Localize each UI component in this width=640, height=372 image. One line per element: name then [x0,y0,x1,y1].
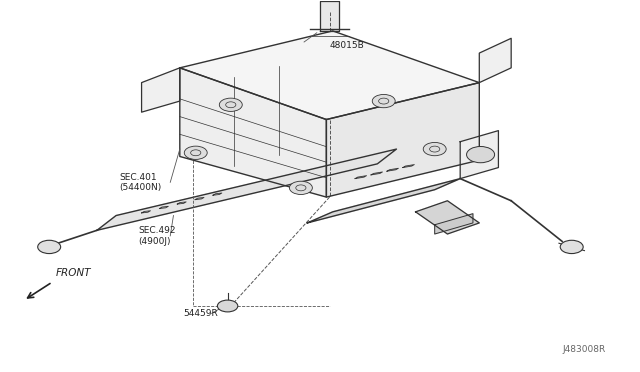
Polygon shape [213,193,222,195]
Circle shape [38,240,61,254]
Circle shape [220,98,243,112]
Polygon shape [180,68,326,197]
Circle shape [372,94,395,108]
Polygon shape [479,38,511,83]
Text: 54459R: 54459R [183,309,218,318]
Polygon shape [403,164,414,167]
Polygon shape [320,1,339,31]
Polygon shape [141,211,150,213]
Polygon shape [180,31,479,119]
Polygon shape [415,201,479,234]
Polygon shape [307,179,460,223]
Text: J483008R: J483008R [562,345,605,354]
Polygon shape [371,172,383,175]
Circle shape [423,142,446,156]
Polygon shape [435,214,473,234]
Polygon shape [141,68,180,112]
Text: SEC.401
(54400N): SEC.401 (54400N) [119,173,161,192]
Circle shape [560,240,583,254]
Polygon shape [326,83,479,197]
Text: SEC.492
(4900J): SEC.492 (4900J) [138,226,176,246]
Polygon shape [159,206,168,209]
Text: FRONT: FRONT [56,268,91,278]
Polygon shape [387,168,398,171]
Polygon shape [460,131,499,179]
Circle shape [184,146,207,160]
Polygon shape [355,176,367,179]
Circle shape [289,181,312,195]
Polygon shape [195,198,204,200]
Text: 48015B: 48015B [330,41,364,50]
Circle shape [218,300,238,312]
Polygon shape [97,149,396,230]
Circle shape [467,147,495,163]
Polygon shape [177,202,186,204]
